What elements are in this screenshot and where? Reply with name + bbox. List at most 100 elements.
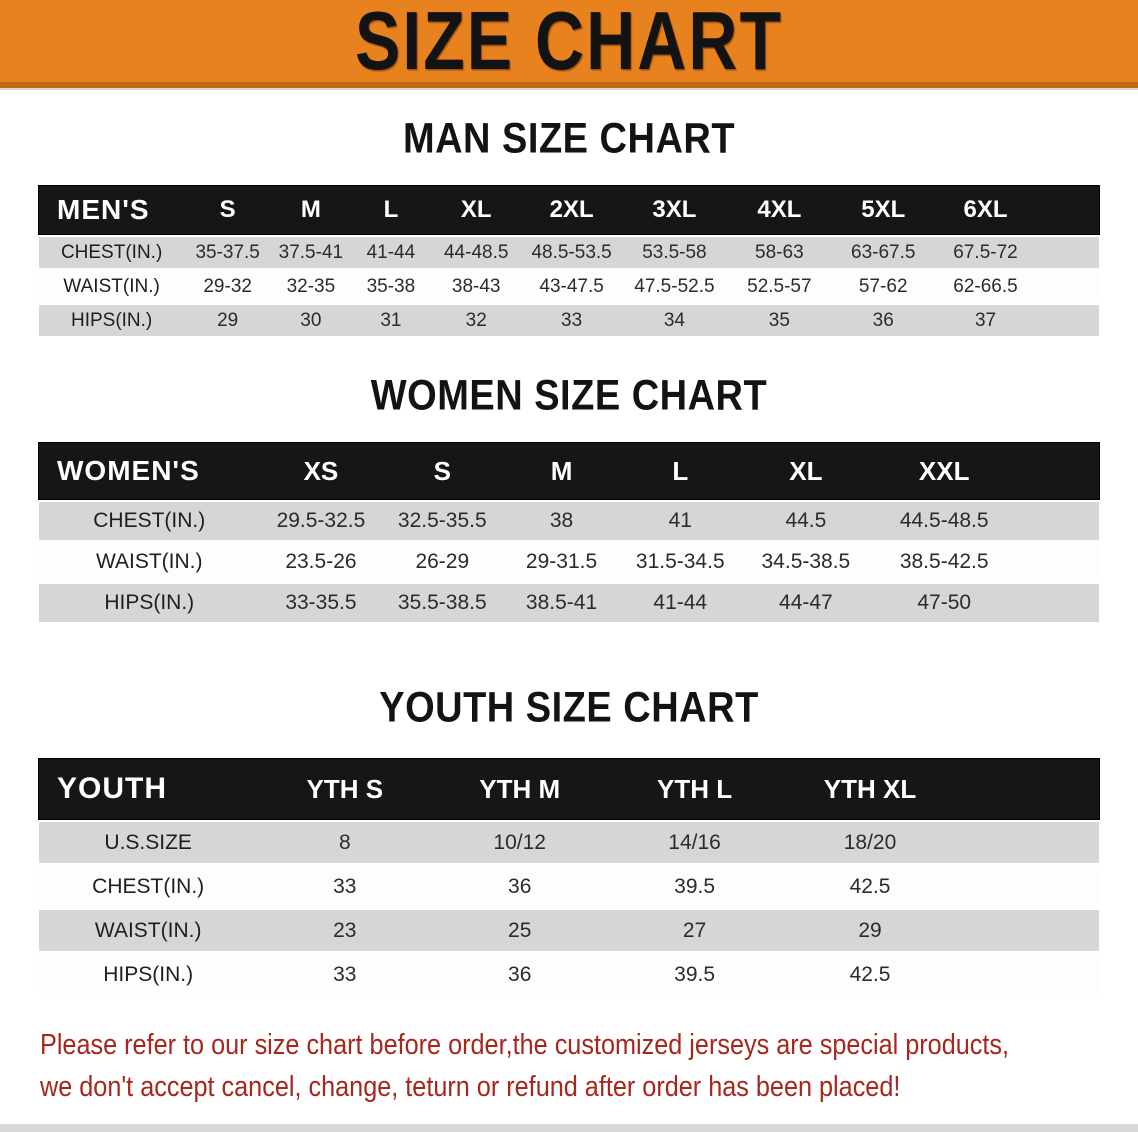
size-cell: 38.5-41	[525, 591, 598, 614]
size-cell: 63-67.5	[851, 241, 916, 263]
size-header: XL	[460, 196, 492, 223]
size-header: M	[300, 196, 321, 223]
women-table-header-row: WOMEN'S XS S M L XL XXL	[39, 443, 1099, 499]
size-cell: 18/20	[843, 830, 897, 854]
size-cell: 33	[561, 309, 583, 331]
size-cell: 33-35.5	[285, 591, 357, 614]
row-label: CHEST(IN.)	[60, 241, 163, 263]
size-cell: 41	[668, 509, 692, 532]
row-label: CHEST(IN.)	[92, 874, 205, 898]
spacer-cell	[1036, 305, 1099, 336]
size-cell: 36	[508, 874, 532, 898]
row-label: HIPS(IN.)	[104, 591, 195, 614]
disclaimer-text: Please refer to our size chart before or…	[40, 1024, 1010, 1108]
size-cell: 35	[768, 309, 790, 331]
size-cell: 62-66.5	[953, 275, 1018, 297]
size-header: XXL	[918, 455, 970, 486]
size-cell: 42.5	[849, 962, 891, 986]
row-label: HIPS(IN.)	[70, 309, 153, 331]
women-section-heading: WOMEN SIZE CHART	[0, 372, 1138, 420]
size-cell: 29	[217, 309, 239, 331]
size-cell: 36	[508, 962, 532, 986]
size-cell: 29.5-32.5	[276, 509, 366, 532]
size-cell: 29-32	[203, 275, 252, 297]
size-cell: 41-44	[366, 241, 416, 263]
size-cell: 39.5	[674, 874, 716, 898]
spacer-cell	[958, 759, 1099, 819]
spacer-cell	[1036, 237, 1099, 268]
row-label: WAIST(IN.)	[95, 550, 203, 573]
size-cell: 32.5-35.5	[397, 509, 487, 532]
size-cell: 44-48.5	[443, 241, 509, 263]
size-header: YTH S	[306, 773, 384, 804]
youth-section-heading: YOUTH SIZE CHART	[0, 684, 1138, 732]
table-row-waist: WAIST(IN.) 23.5-26 26-29 29-31.5 31.5-34…	[39, 543, 1099, 581]
spacer-cell	[1016, 543, 1099, 581]
size-header: XL	[789, 455, 823, 486]
size-cell: 29-31.5	[525, 550, 598, 573]
size-cell: 44-47	[779, 591, 833, 614]
size-cell: 41-44	[653, 591, 708, 614]
size-cell: 32	[465, 309, 487, 331]
spacer-cell	[1036, 186, 1099, 234]
size-cell: 43-47.5	[539, 275, 604, 297]
size-cell: 44.5-48.5	[899, 509, 989, 532]
man-section-heading-text: MAN SIZE CHART	[402, 115, 736, 163]
table-row-chest: CHEST(IN.) 29.5-32.5 32.5-35.5 38 41 44.…	[39, 502, 1099, 540]
size-cell: 67.5-72	[953, 241, 1018, 263]
size-cell: 48.5-53.5	[531, 241, 612, 263]
size-cell: 23	[333, 918, 357, 942]
man-size-table: MEN'S S M L XL 2XL 3XL 4XL 5XL 6XL CHEST…	[39, 183, 1099, 339]
size-cell: 23.5-26	[285, 550, 357, 573]
size-header: 4XL	[757, 196, 802, 223]
man-corner-label: MEN'S	[57, 194, 150, 225]
size-cell: 29	[858, 918, 882, 942]
women-section-heading-text: WOMEN SIZE CHART	[370, 372, 768, 420]
man-table-header-row: MEN'S S M L XL 2XL 3XL 4XL 5XL 6XL	[39, 186, 1099, 234]
size-header: 6XL	[963, 196, 1008, 223]
row-label: CHEST(IN.)	[93, 509, 206, 532]
size-cell: 37.5-41	[278, 241, 344, 263]
women-corner-label: WOMEN'S	[57, 455, 200, 486]
size-cell: 36	[872, 309, 894, 331]
size-cell: 38	[549, 509, 574, 532]
size-header: 5XL	[861, 196, 906, 223]
table-row-hips: HIPS(IN.) 29 30 31 32 33 34 35 36 37	[39, 305, 1099, 336]
size-cell: 47.5-52.5	[634, 275, 715, 297]
spacer-cell	[958, 822, 1099, 863]
row-label: HIPS(IN.)	[103, 962, 194, 986]
youth-corner-label: YOUTH	[57, 772, 167, 805]
youth-table-header-row: YOUTH YTH S YTH M YTH L YTH XL	[39, 759, 1099, 819]
size-cell: 38-43	[451, 275, 501, 297]
size-cell: 35-37.5	[195, 241, 260, 263]
size-cell: 10/12	[493, 830, 546, 854]
bottom-edge-strip	[0, 1124, 1138, 1132]
size-cell: 38.5-42.5	[899, 550, 989, 573]
size-cell: 57-62	[858, 275, 908, 297]
table-row-waist: WAIST(IN.) 23 25 27 29	[39, 910, 1099, 951]
size-cell: 31	[380, 309, 402, 331]
size-cell: 33	[333, 962, 357, 986]
size-header: YTH M	[479, 773, 561, 804]
youth-section-heading-text: YOUTH SIZE CHART	[379, 684, 759, 732]
size-cell: 35-38	[366, 275, 416, 297]
spacer-cell	[1036, 271, 1099, 302]
spacer-cell	[1016, 443, 1099, 499]
youth-size-table: YOUTH YTH S YTH M YTH L YTH XL U.S.SIZE …	[39, 756, 1099, 998]
spacer-cell	[958, 866, 1099, 907]
size-cell: 37	[974, 309, 997, 331]
table-row-chest: CHEST(IN.) 35-37.5 37.5-41 41-44 44-48.5…	[39, 237, 1099, 268]
spacer-cell	[1016, 502, 1099, 540]
spacer-cell	[958, 954, 1099, 995]
table-row-us-size: U.S.SIZE 8 10/12 14/16 18/20	[39, 822, 1099, 863]
size-header: XS	[303, 455, 339, 486]
size-header: S	[433, 455, 451, 486]
disclaimer-line-1: Please refer to our size chart before or…	[40, 1029, 1010, 1061]
women-size-table: WOMEN'S XS S M L XL XXL CHEST(IN.) 29.5-…	[39, 440, 1099, 625]
size-cell: 32-35	[286, 275, 336, 297]
size-cell: 58-63	[755, 241, 804, 263]
size-cell: 39.5	[674, 962, 716, 986]
size-cell: 30	[300, 309, 322, 331]
size-cell: 25	[508, 918, 532, 942]
